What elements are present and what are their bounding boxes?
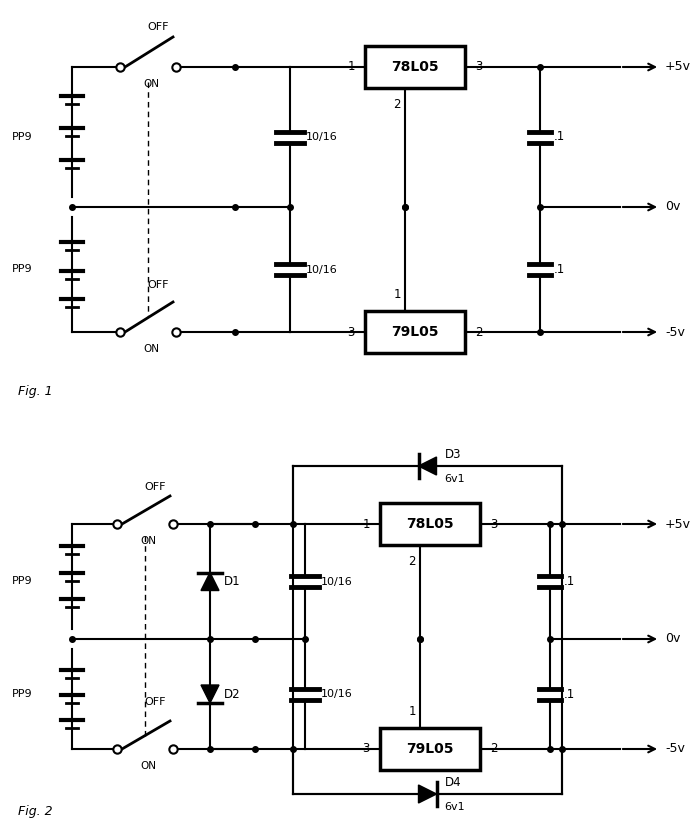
- Text: 0v: 0v: [665, 632, 680, 646]
- Text: 79L05: 79L05: [391, 325, 438, 339]
- Text: 0v: 0v: [665, 200, 680, 214]
- Text: ON: ON: [140, 761, 156, 771]
- Text: ON: ON: [143, 79, 159, 89]
- Bar: [380, 503, 480, 545]
- Text: OFF: OFF: [144, 697, 166, 707]
- Text: 1: 1: [348, 61, 355, 73]
- Bar: [365, 46, 465, 88]
- Text: 10/16: 10/16: [321, 576, 353, 586]
- Bar: [380, 728, 480, 770]
- Text: 10/16: 10/16: [306, 264, 338, 274]
- Text: D2: D2: [224, 687, 240, 701]
- Text: 2: 2: [393, 98, 401, 111]
- Text: PP9: PP9: [12, 132, 33, 142]
- Text: ON: ON: [143, 344, 159, 354]
- Text: 1: 1: [408, 705, 415, 718]
- Text: .1: .1: [564, 687, 575, 701]
- Text: 3: 3: [362, 742, 370, 756]
- Text: Fig. 1: Fig. 1: [18, 385, 53, 399]
- Text: 79L05: 79L05: [406, 742, 454, 756]
- Text: PP9: PP9: [12, 689, 33, 699]
- Text: 2: 2: [475, 325, 482, 339]
- Text: 78L05: 78L05: [391, 60, 439, 74]
- Text: +5v: +5v: [665, 61, 691, 73]
- Text: OFF: OFF: [147, 280, 169, 290]
- Text: D1: D1: [224, 575, 240, 588]
- Text: 78L05: 78L05: [406, 517, 454, 531]
- Bar: [365, 311, 465, 353]
- Text: OFF: OFF: [147, 22, 169, 32]
- Text: 2: 2: [490, 742, 498, 756]
- Polygon shape: [418, 785, 436, 803]
- Text: 3: 3: [490, 518, 498, 530]
- Polygon shape: [201, 685, 219, 703]
- Text: 6v1: 6v1: [445, 474, 465, 484]
- Text: 2: 2: [408, 555, 415, 568]
- Text: PP9: PP9: [12, 264, 33, 274]
- Text: .1: .1: [554, 130, 565, 143]
- Text: PP9: PP9: [12, 576, 33, 586]
- Text: 3: 3: [475, 61, 482, 73]
- Text: D4: D4: [445, 776, 461, 789]
- Text: .1: .1: [564, 575, 575, 588]
- Polygon shape: [418, 457, 436, 475]
- Text: 10/16: 10/16: [306, 132, 338, 142]
- Text: 6v1: 6v1: [445, 802, 465, 812]
- Text: D3: D3: [445, 448, 461, 461]
- Text: 1: 1: [362, 518, 370, 530]
- Text: Fig. 2: Fig. 2: [18, 806, 53, 818]
- Polygon shape: [201, 572, 219, 590]
- Text: ON: ON: [140, 536, 156, 546]
- Text: -5v: -5v: [665, 325, 685, 339]
- Text: .1: .1: [554, 263, 565, 276]
- Text: 3: 3: [348, 325, 355, 339]
- Text: +5v: +5v: [665, 518, 691, 530]
- Text: 1: 1: [393, 288, 401, 301]
- Text: -5v: -5v: [665, 742, 685, 756]
- Text: OFF: OFF: [144, 482, 166, 492]
- Text: 10/16: 10/16: [321, 689, 353, 699]
